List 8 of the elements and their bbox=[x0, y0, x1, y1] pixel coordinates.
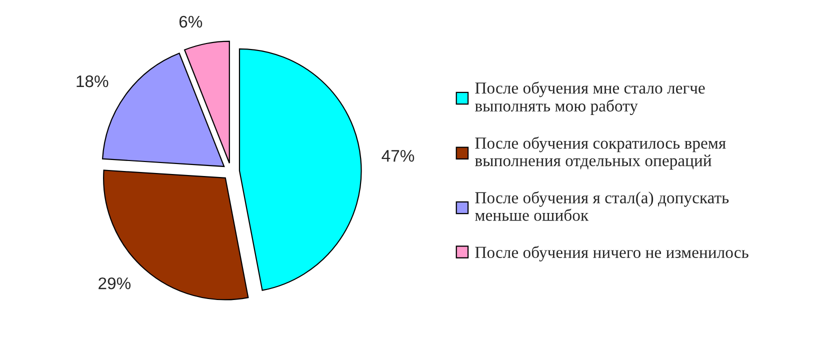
legend-label: После обучения я стал(а) допускать меньше ошибок bbox=[475, 191, 729, 221]
legend-label: После обучения ничего не изменилось bbox=[475, 246, 748, 262]
data-label: 6% bbox=[179, 16, 202, 28]
legend-label: После обучения сократилось время выполнения отдельных операций bbox=[475, 136, 726, 170]
data-label: 29% bbox=[98, 277, 131, 290]
legend-label: После обучения мне стало легче выполнять мою работу bbox=[475, 82, 705, 115]
data-label: 47% bbox=[382, 150, 414, 162]
data-label: 18% bbox=[76, 75, 108, 88]
